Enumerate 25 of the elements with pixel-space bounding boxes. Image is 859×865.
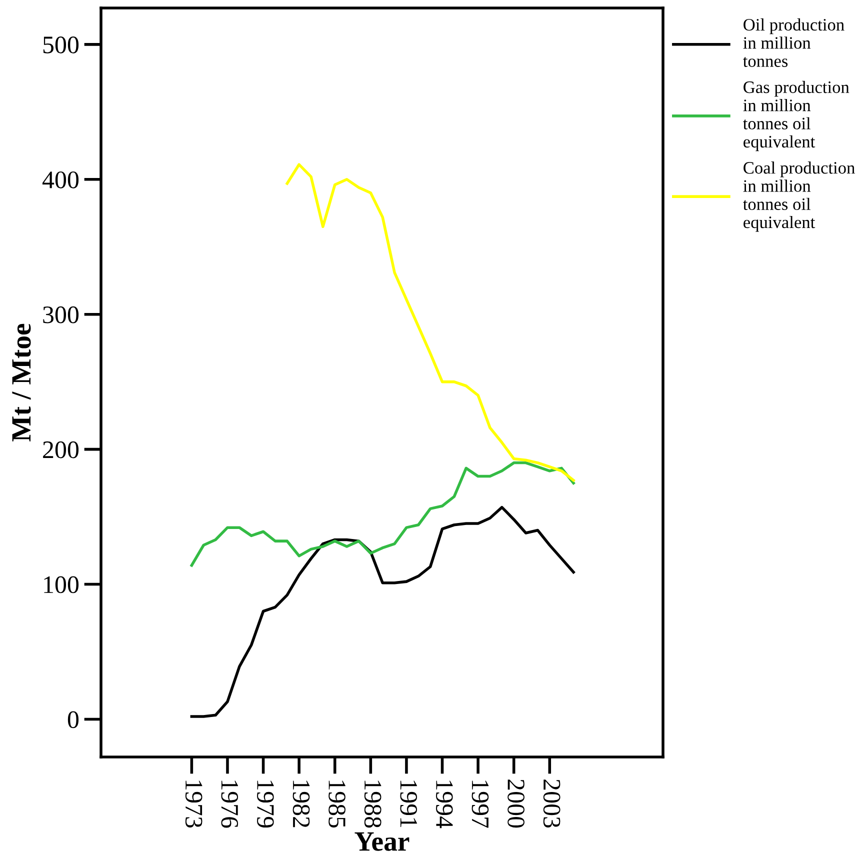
x-axis-title: Year	[354, 832, 410, 851]
line-series	[190, 461, 575, 567]
x-tick-label: 2000	[508, 780, 524, 828]
line-series	[190, 506, 575, 718]
legend-label: Gas production in million tonnes oil equivalent	[743, 80, 850, 152]
x-tick-label: 2003	[543, 780, 560, 828]
x-tick-label: 1994	[436, 780, 453, 828]
x-tick-label: 1985	[328, 780, 346, 828]
x-tick-label: 1991	[400, 780, 418, 828]
x-tick-label: 1973	[185, 780, 202, 828]
y-tick-label: 0	[68, 711, 79, 728]
y-tick-label: 500	[43, 36, 79, 54]
y-tick-label: 400	[42, 171, 79, 188]
y-tick-label: 200	[43, 441, 79, 458]
legend-label: Coal production in million tonnes oil equivalent	[743, 162, 855, 232]
y-tick-label: 100	[44, 576, 79, 594]
line-series	[286, 163, 575, 482]
y-tick-label: 300	[43, 306, 79, 324]
x-tick-label: 1988	[364, 780, 382, 828]
x-tick-label: 1982	[292, 780, 310, 828]
x-tick-label: 1997	[472, 780, 489, 828]
legend-label: Oil production in million tonnes	[743, 18, 844, 67]
y-axis-title: Mt / Mtoe	[12, 324, 31, 442]
x-tick-label: 1979	[257, 780, 274, 828]
x-tick-label: 1976	[221, 780, 238, 828]
